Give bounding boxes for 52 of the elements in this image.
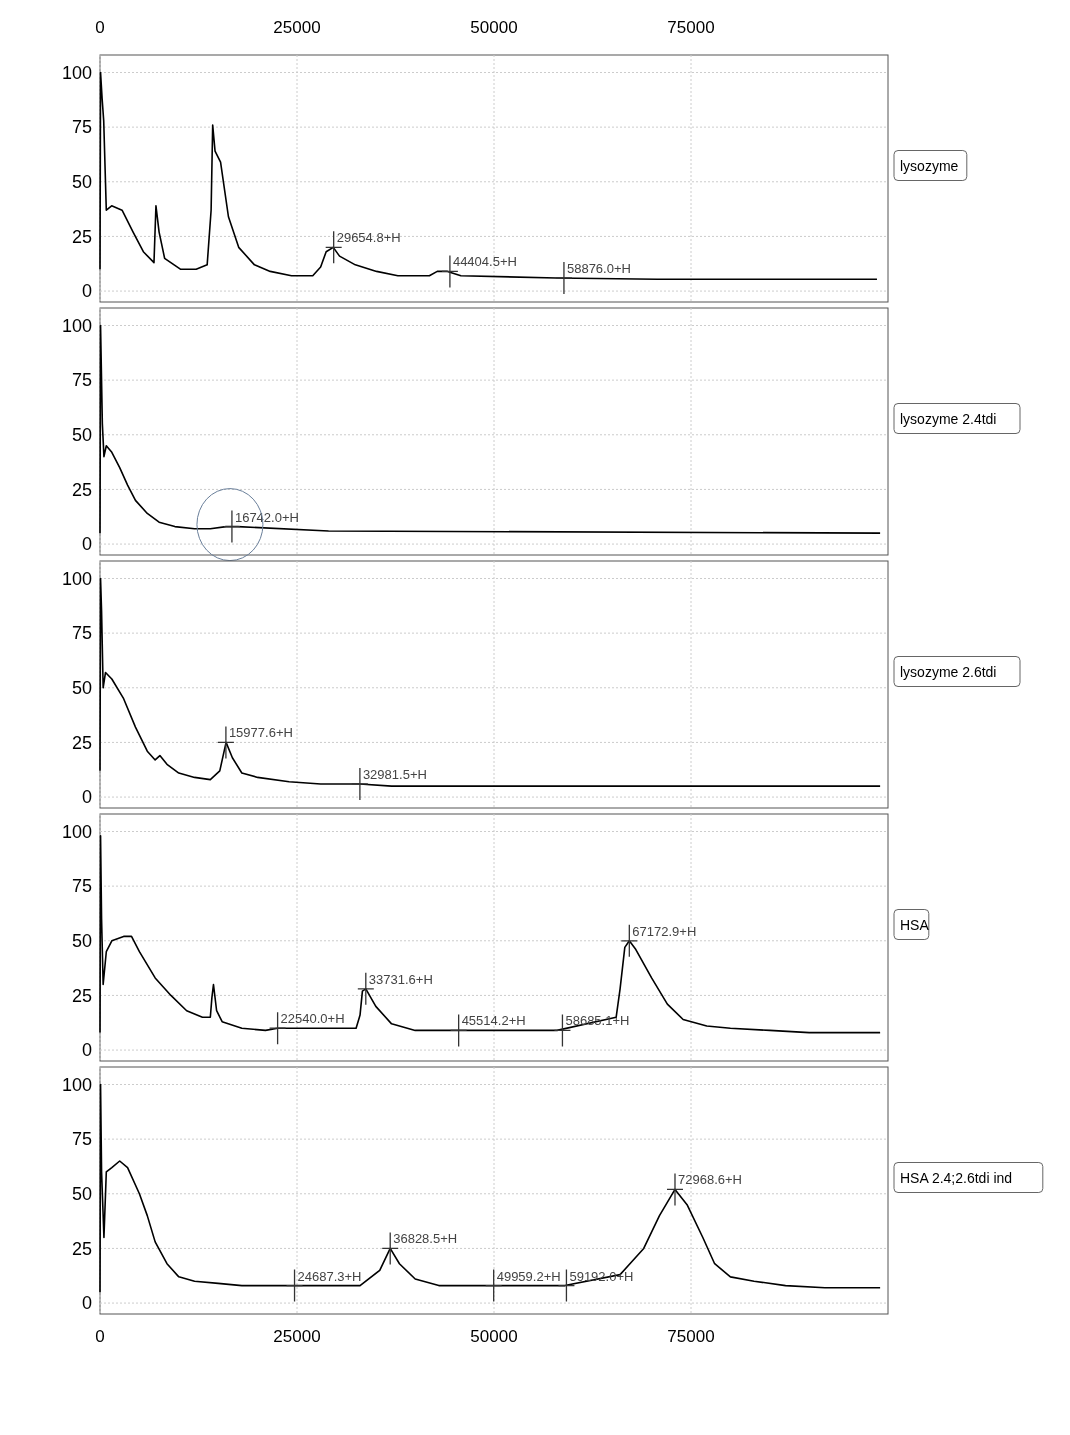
annotation: 24687.3+H (297, 1268, 362, 1284)
annotation: 15977.6+H (228, 725, 293, 741)
y-tick-label: 100 (61, 1074, 92, 1095)
annotation: 58876.0+H (566, 260, 631, 276)
y-tick-label: 0 (81, 1293, 92, 1314)
annotation: 45514.2+H (461, 1013, 526, 1029)
annotation: 22540.0+H (280, 1011, 345, 1027)
y-tick-label: 100 (61, 315, 92, 336)
annotation: 49959.2+H (496, 1268, 561, 1284)
x2-tick-label: 50000 (470, 18, 518, 37)
annotation: 16742.0+H (234, 509, 299, 525)
y-tick-label: 25 (71, 226, 92, 247)
text: HSA 2.4;2.6tdi ind (900, 1169, 1013, 1186)
y-tick-label: 75 (71, 117, 92, 138)
y-tick-label: 50 (71, 1184, 92, 1205)
y-tick-label: 100 (61, 62, 92, 83)
annotation: 72968.6+H (677, 1172, 742, 1188)
y-tick-label: 50 (71, 931, 92, 952)
text: lysozyme 2.6tdi (900, 663, 997, 680)
y-tick-label: 50 (71, 678, 92, 699)
text: lysozyme (900, 157, 959, 174)
y-tick-label: 25 (71, 732, 92, 753)
y-tick-label: 100 (61, 821, 92, 842)
annotation: 29654.8+H (336, 230, 401, 246)
x-tick-label: 0 (95, 1327, 105, 1346)
annotation: 33731.6+H (368, 971, 433, 987)
x-tick-label: 75000 (667, 1327, 715, 1346)
y-tick-label: 0 (81, 534, 92, 555)
y-tick-label: 0 (81, 787, 92, 808)
x2-tick-label: 0 (95, 18, 105, 37)
annotation: 36828.5+H (393, 1231, 458, 1247)
y-tick-label: 75 (71, 370, 92, 391)
y-tick-label: 50 (71, 425, 92, 446)
x-tick-label: 25000 (273, 1327, 321, 1346)
x-tick-label: 50000 (470, 1327, 518, 1346)
text: HSA (900, 916, 930, 933)
text: lysozyme 2.4tdi (900, 410, 997, 427)
y-tick-label: 75 (71, 1129, 92, 1150)
x2-tick-label: 25000 (273, 18, 321, 37)
y-tick-label: 0 (81, 1040, 92, 1061)
y-tick-label: 0 (81, 281, 92, 302)
annotation: 44404.5+H (452, 254, 517, 270)
annotation: 67172.9+H (632, 923, 697, 939)
annotation: 32981.5+H (362, 766, 427, 782)
y-tick-label: 100 (61, 568, 92, 589)
y-tick-label: 25 (71, 1238, 92, 1259)
x2-tick-label: 75000 (667, 18, 715, 37)
y-tick-label: 25 (71, 479, 92, 500)
y-tick-label: 25 (71, 985, 92, 1006)
y-tick-label: 75 (71, 623, 92, 644)
y-tick-label: 75 (71, 876, 92, 897)
y-tick-label: 50 (71, 172, 92, 193)
